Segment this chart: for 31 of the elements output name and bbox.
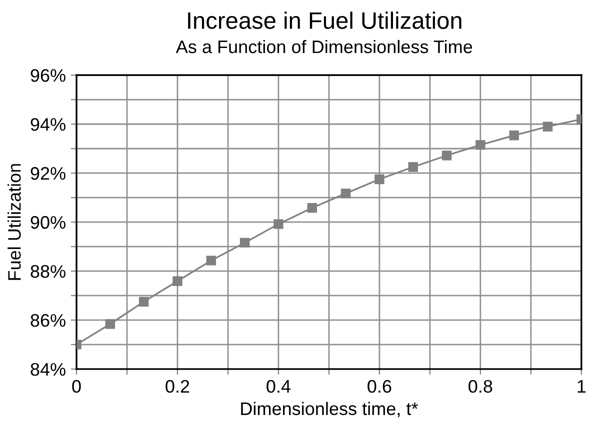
point: [138, 296, 149, 307]
point: [340, 188, 351, 198]
y-tick-label: 90%: [30, 216, 66, 229]
y-tick-label: 86%: [30, 314, 66, 327]
chart-title: Increase in Fuel Utilization: [188, 12, 462, 29]
point: [206, 256, 216, 266]
point: [542, 122, 553, 132]
y-tick-label: 92%: [30, 167, 66, 180]
x-tick-label: 0.6: [368, 380, 392, 393]
point: [105, 319, 116, 329]
x-tick-label: 0.8: [468, 380, 492, 393]
x-axis-title: Dimensionless time, t*: [241, 402, 418, 418]
y-tick-label: 96%: [30, 69, 66, 82]
point: [408, 162, 418, 172]
x-tick-label: 1: [578, 380, 586, 393]
y-tick-label: 94%: [30, 118, 66, 131]
point: [476, 140, 486, 150]
chart-subtitle: As a Function of Dimensionless Time: [176, 40, 472, 54]
point: [442, 150, 452, 160]
x-tick-label: 0.2: [166, 380, 190, 393]
x-tick-label: 0.4: [266, 380, 290, 393]
point: [274, 219, 284, 229]
point: [509, 130, 519, 140]
y-tick-label: 84%: [30, 363, 66, 376]
y-axis-title: Fuel Utilization: [8, 164, 21, 280]
point: [307, 203, 317, 213]
point: [172, 276, 182, 286]
x-tick-label: 0: [72, 380, 81, 393]
point: [374, 174, 384, 184]
point: [240, 238, 250, 248]
y-tick-label: 88%: [30, 265, 66, 278]
